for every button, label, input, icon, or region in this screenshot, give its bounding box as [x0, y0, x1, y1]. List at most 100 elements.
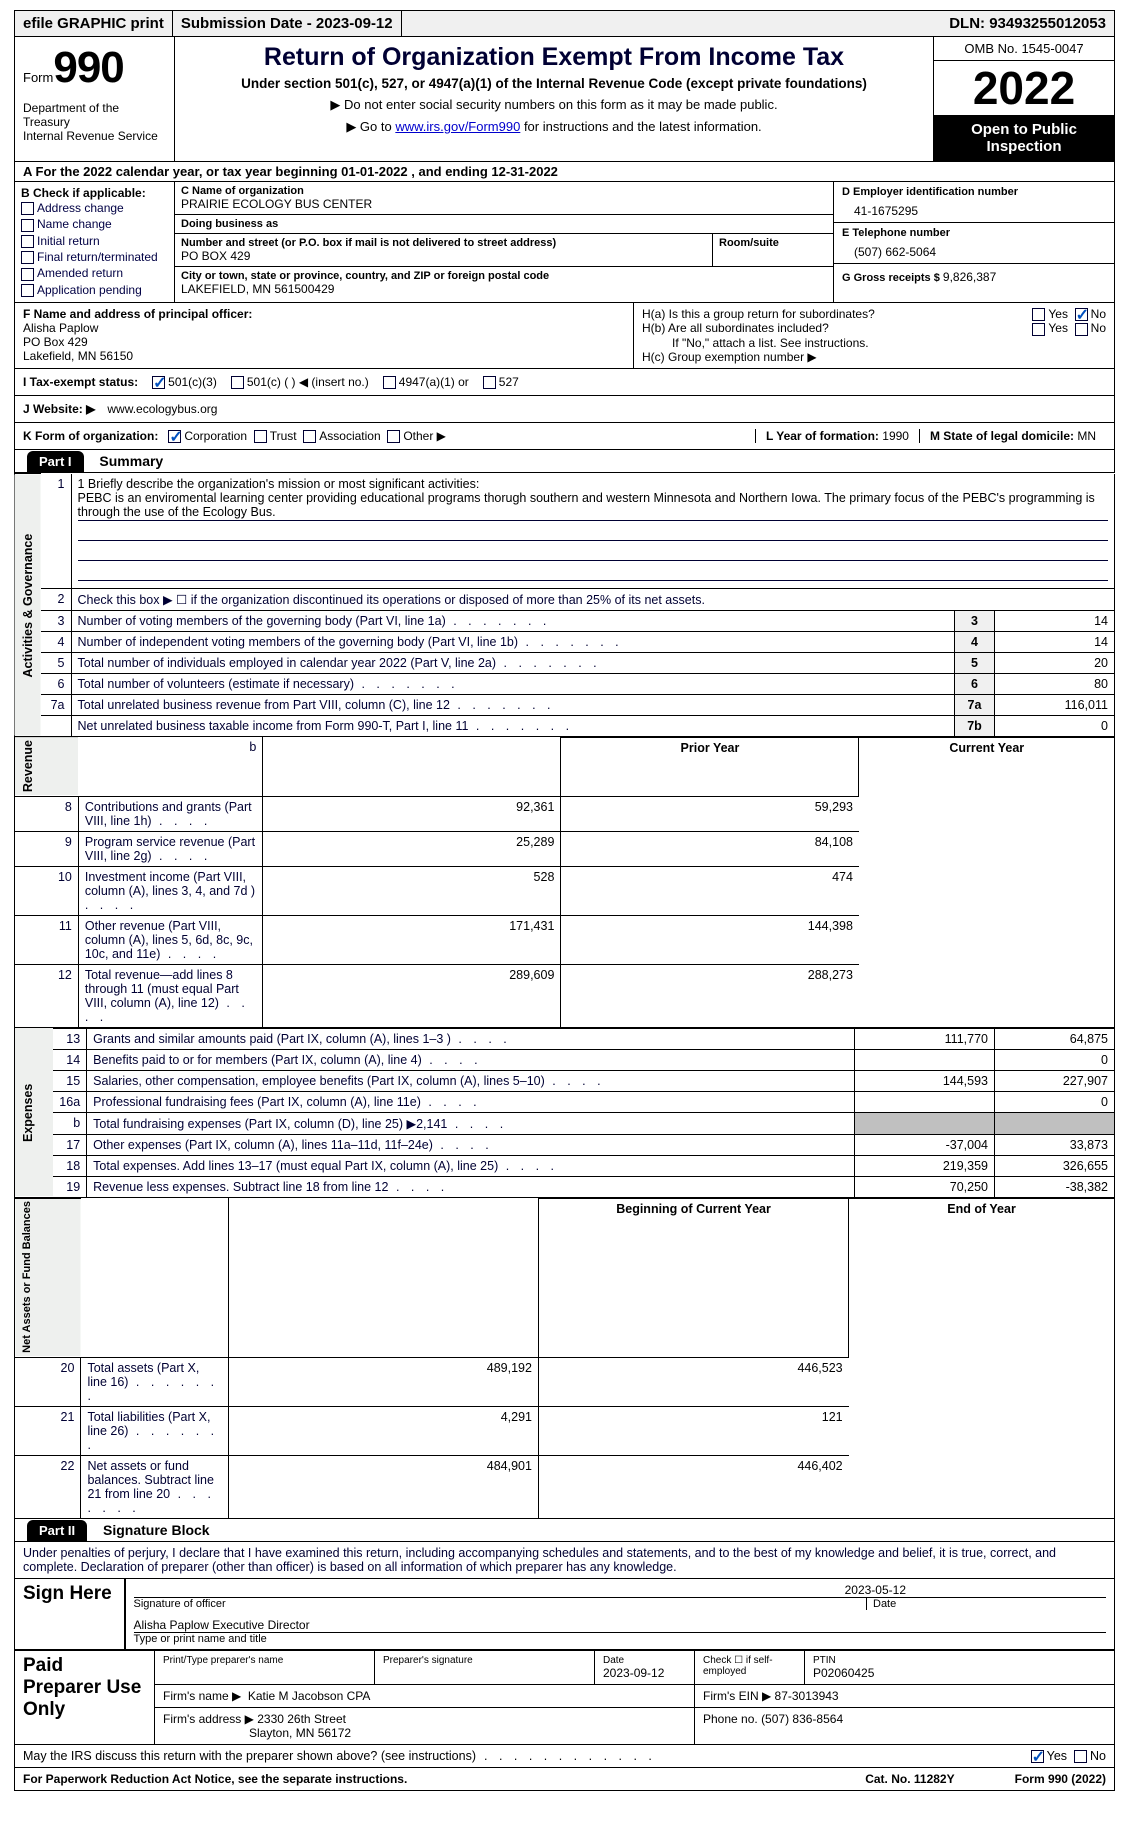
officer-addr1: PO Box 429	[23, 335, 625, 349]
discuss-row: May the IRS discuss this return with the…	[14, 1745, 1115, 1768]
website-value: www.ecologybus.org	[107, 402, 217, 416]
phone-value: (507) 662-5064	[842, 239, 1106, 259]
status-4947: 4947(a)(1) or	[383, 375, 469, 389]
sig-name-label: Type or print name and title	[134, 1632, 1107, 1645]
check-initial: Initial return	[21, 233, 168, 249]
city-label: City or town, state or province, country…	[181, 270, 827, 282]
paid-preparer-table: Paid Preparer Use Only Print/Type prepar…	[14, 1650, 1115, 1745]
form-990-page: efile GRAPHIC print Submission Date - 20…	[0, 0, 1129, 1801]
gross-value: 9,826,387	[943, 270, 996, 284]
org-trust: Trust	[254, 429, 297, 443]
block-f: F Name and address of principal officer:…	[15, 303, 634, 368]
part-1-tab: Part I	[27, 451, 84, 472]
paid-left-label: Paid Preparer Use Only	[15, 1650, 155, 1744]
table-row: Net unrelated business taxable income fr…	[15, 715, 1115, 736]
submission-date-cell: Submission Date - 2023-09-12	[173, 11, 402, 36]
table-row: 16aProfessional fundraising fees (Part I…	[15, 1091, 1115, 1112]
dba-cell: Doing business as	[175, 215, 833, 234]
sig-date: 2023-05-12	[134, 1583, 1107, 1597]
main-title: Return of Organization Exempt From Incom…	[185, 43, 923, 72]
head-grid: B Check if applicable: Address change Na…	[14, 182, 1115, 303]
ha-row: H(a) Is this a group return for subordin…	[642, 307, 1106, 321]
note-1: ▶ Do not enter social security numbers o…	[185, 97, 923, 113]
block-j-row: J Website: ▶ www.ecologybus.org	[14, 396, 1115, 423]
part-2-tab: Part II	[27, 1520, 87, 1541]
footer-mid: Cat. No. 11282Y	[865, 1772, 954, 1786]
sig-intro: Under penalties of perjury, I declare th…	[14, 1542, 1115, 1579]
room-label: Room/suite	[719, 237, 827, 249]
ptin-value: P02060425	[813, 1666, 1106, 1680]
expense-table: Expenses13Grants and similar amounts pai…	[14, 1028, 1115, 1198]
sign-here-label: Sign Here	[15, 1579, 125, 1650]
check-amended: Amended return	[21, 265, 168, 281]
prep-date-label: Date	[603, 1655, 686, 1666]
footer-right: Form 990 (2022)	[1015, 1772, 1106, 1786]
table-row: 3Number of voting members of the governi…	[15, 610, 1115, 631]
footer-left: For Paperwork Reduction Act Notice, see …	[23, 1772, 407, 1786]
prior-year-head: Prior Year	[561, 737, 859, 796]
title-box: Return of Organization Exempt From Incom…	[175, 37, 934, 161]
form-org-label: K Form of organization:	[23, 429, 158, 443]
org-other: Other ▶	[387, 429, 446, 443]
ein-value: 41-1675295	[842, 198, 1106, 218]
discuss-text: May the IRS discuss this return with the…	[23, 1749, 476, 1763]
current-year-head: Current Year	[859, 737, 1115, 796]
check-namechange: Name change	[21, 216, 168, 232]
firm-ein: 87-3013943	[775, 1689, 839, 1703]
sign-here-table: Sign Here 2023-05-12 Signature of office…	[14, 1579, 1115, 1650]
hc-row: H(c) Group exemption number ▶	[642, 350, 1106, 364]
sig-officer-label: Signature of officer	[134, 1597, 867, 1610]
omb-number: OMB No. 1545-0047	[934, 37, 1114, 61]
table-row: 5Total number of individuals employed in…	[15, 652, 1115, 673]
org-name-label: C Name of organization	[181, 185, 827, 197]
omb-box: OMB No. 1545-0047 2022 Open to Public In…	[934, 37, 1114, 161]
h-note: If "No," attach a list. See instructions…	[642, 336, 1106, 350]
firm-phone-label: Phone no.	[703, 1712, 761, 1726]
open-public-inspection: Open to Public Inspection	[934, 115, 1114, 161]
right-head: D Employer identification number 41-1675…	[834, 182, 1114, 302]
officer-label: F Name and address of principal officer:	[23, 307, 625, 321]
year-formation: L Year of formation: 1990	[755, 429, 919, 443]
dln-value: 93493255012053	[989, 15, 1106, 32]
note-2: ▶ Go to www.irs.gov/Form990 for instruct…	[185, 119, 923, 135]
irs-link[interactable]: www.irs.gov/Form990	[395, 119, 520, 134]
ha-label: H(a) Is this a group return for subordin…	[642, 307, 1002, 321]
hb-label: H(b) Are all subordinates included?	[642, 321, 1002, 335]
block-k-row: K Form of organization: Corporation Trus…	[14, 423, 1115, 450]
gross-label: G Gross receipts $	[842, 272, 943, 284]
table-row: 9Program service revenue (Part VIII, lin…	[15, 831, 1115, 866]
table-row: bTotal fundraising expenses (Part IX, co…	[15, 1112, 1115, 1134]
phone-label: E Telephone number	[842, 227, 1106, 239]
discuss-yes: Yes	[1031, 1749, 1067, 1763]
street-row: Number and street (or P.O. box if mail i…	[175, 234, 833, 267]
rev-head-row: Revenue b Prior Year Current Year	[15, 737, 1115, 796]
phone-cell: E Telephone number (507) 662-5064	[834, 223, 1114, 264]
sig-date-label: Date	[866, 1597, 1106, 1610]
table-row: 19Revenue less expenses. Subtract line 1…	[15, 1176, 1115, 1197]
dba-label: Doing business as	[181, 218, 827, 230]
mission-row: Activities & Governance 1 1 Briefly desc…	[15, 474, 1115, 589]
status-501c: 501(c) ( ) ◀ (insert no.)	[231, 375, 369, 389]
table-row: 6Total number of volunteers (estimate if…	[15, 673, 1115, 694]
firm-phone: (507) 836-8564	[761, 1712, 843, 1726]
line-2: 2 Check this box ▶ ☐ if the organization…	[15, 588, 1115, 610]
submission-date-label: Submission Date -	[181, 15, 316, 32]
org-assoc: Association	[303, 429, 380, 443]
discuss-no: No	[1074, 1749, 1106, 1763]
form-number: 990	[53, 43, 123, 92]
officer-group-row: F Name and address of principal officer:…	[14, 303, 1115, 369]
firm-ein-label: Firm's EIN ▶	[703, 1689, 771, 1703]
table-row: 22Net assets or fund balances. Subtract …	[15, 1455, 1115, 1518]
status-527: 527	[483, 375, 519, 389]
org-name: PRAIRIE ECOLOGY BUS CENTER	[181, 197, 827, 211]
boy-head: Beginning of Current Year	[538, 1198, 848, 1357]
table-row: 17Other expenses (Part IX, column (A), l…	[15, 1134, 1115, 1155]
revenue-table: Revenue b Prior Year Current Year 8Contr…	[14, 737, 1115, 1028]
table-row: 10Investment income (Part VIII, column (…	[15, 866, 1115, 915]
ha-answers: Yes No	[1032, 307, 1106, 321]
part-1-header: Part I Summary	[14, 449, 1115, 473]
firm-city: Slayton, MN 56172	[163, 1726, 351, 1740]
submission-date: 2023-09-12	[316, 15, 393, 32]
table-row: 7aTotal unrelated business revenue from …	[15, 694, 1115, 715]
table-row: 15Salaries, other compensation, employee…	[15, 1070, 1115, 1091]
